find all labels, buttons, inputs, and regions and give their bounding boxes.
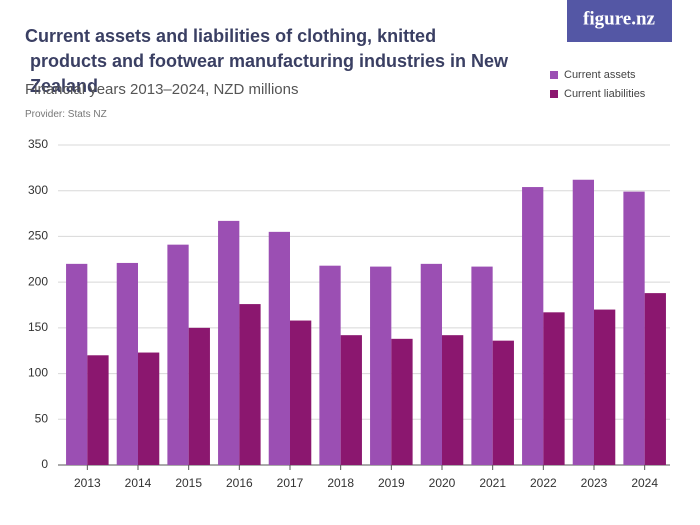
bar [442, 335, 464, 465]
bar [420, 263, 442, 465]
y-tick-label: 0 [41, 457, 48, 471]
x-tick-label: 2019 [378, 476, 405, 490]
bar [87, 355, 109, 465]
y-tick-label: 250 [28, 229, 48, 243]
x-tick-label: 2023 [581, 476, 608, 490]
x-tick-label: 2018 [327, 476, 354, 490]
legend-swatch [550, 90, 558, 98]
x-tick-label: 2016 [226, 476, 253, 490]
bar [340, 335, 362, 465]
bar [492, 340, 514, 465]
bar [138, 352, 160, 465]
bar [167, 244, 189, 465]
legend-label: Current assets [564, 69, 636, 81]
bar [471, 266, 493, 465]
bar [188, 327, 210, 465]
x-tick-label: 2020 [429, 476, 456, 490]
provider: Provider: Stats NZ [25, 109, 107, 120]
bar [116, 262, 138, 465]
y-tick-label: 300 [28, 183, 48, 197]
bar [623, 191, 645, 465]
logo-box [567, 0, 672, 42]
bar [391, 338, 413, 465]
y-tick-label: 150 [28, 320, 48, 334]
y-tick-label: 50 [35, 411, 49, 425]
x-tick-label: 2015 [175, 476, 202, 490]
bar [268, 231, 290, 465]
bar [218, 220, 240, 465]
x-tick-label: 2017 [277, 476, 304, 490]
bar [644, 293, 666, 465]
chart-subtitle: Financial years 2013–2024, NZD millions [25, 81, 298, 98]
bar [290, 320, 312, 465]
bar [66, 263, 88, 465]
y-tick-label: 100 [28, 366, 48, 380]
bar [572, 179, 594, 465]
logo: figure.nz [583, 8, 656, 29]
bar [543, 312, 565, 465]
legend-label: Current liabilities [564, 88, 646, 100]
x-tick-label: 2013 [74, 476, 101, 490]
legend-swatch [550, 71, 558, 79]
bar [370, 266, 392, 465]
bar [319, 265, 341, 465]
y-tick-label: 200 [28, 274, 48, 288]
x-tick-label: 2021 [479, 476, 506, 490]
x-tick-label: 2022 [530, 476, 557, 490]
chart-title: Current assets and liabilities of clothi… [25, 26, 509, 96]
x-tick-label: 2024 [631, 476, 658, 490]
bar [522, 187, 544, 466]
bar [594, 309, 616, 465]
bar [239, 304, 261, 465]
y-tick-label: 350 [28, 137, 48, 151]
x-tick-label: 2014 [125, 476, 152, 490]
